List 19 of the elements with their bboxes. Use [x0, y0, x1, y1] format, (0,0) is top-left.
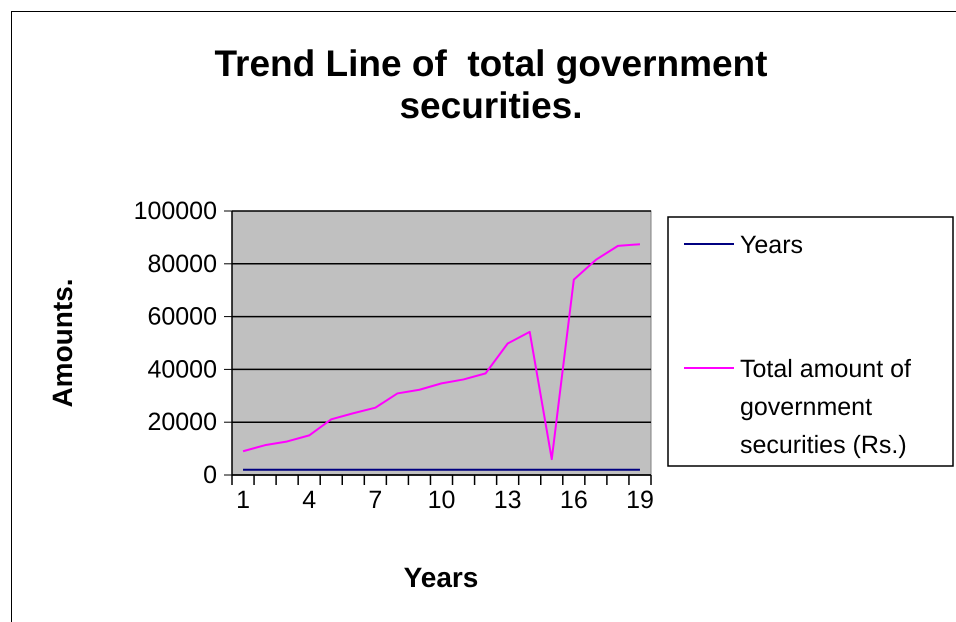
y-tick-label: 0	[203, 461, 217, 489]
x-tick-label: 13	[494, 486, 522, 514]
x-tick-label: 4	[302, 486, 316, 514]
line-series	[242, 243, 641, 460]
x-tick-label: 7	[368, 486, 382, 514]
y-tick-label: 60000	[147, 302, 217, 331]
x-axis-title: Years	[404, 562, 478, 593]
y-axis-title: Amounts.	[47, 278, 78, 408]
legend-label: Total amount of government securities (Rs.)	[740, 355, 911, 459]
chart-title: Trend Line of total government securities.	[214, 43, 768, 126]
x-tick-label: 10	[428, 486, 456, 514]
legend-label: Years	[740, 231, 804, 259]
y-tick-label: 20000	[147, 408, 217, 436]
y-tick-label: 100000	[134, 197, 217, 225]
x-tick-label: 16	[560, 486, 588, 514]
y-tick-label: 80000	[147, 250, 217, 278]
x-tick-label: 19	[626, 486, 654, 514]
y-tick-label: 40000	[147, 355, 217, 384]
x-tick-label: 1	[236, 486, 250, 514]
